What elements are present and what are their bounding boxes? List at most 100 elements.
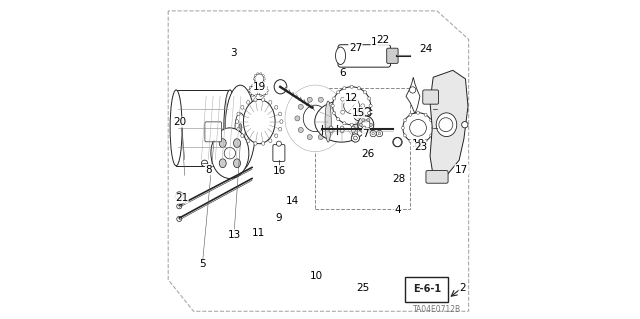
- Ellipse shape: [170, 90, 182, 166]
- Text: 13: 13: [227, 230, 241, 240]
- Text: 17: 17: [455, 165, 468, 174]
- FancyBboxPatch shape: [298, 102, 304, 115]
- Circle shape: [361, 104, 365, 108]
- Ellipse shape: [246, 139, 250, 143]
- Circle shape: [340, 97, 344, 101]
- Circle shape: [318, 97, 323, 102]
- Ellipse shape: [429, 134, 433, 137]
- Ellipse shape: [362, 120, 371, 130]
- Text: 15: 15: [351, 108, 365, 118]
- Ellipse shape: [255, 84, 257, 86]
- Text: 26: 26: [362, 149, 374, 159]
- Ellipse shape: [364, 91, 367, 94]
- Ellipse shape: [257, 93, 259, 95]
- Ellipse shape: [403, 134, 406, 137]
- Ellipse shape: [424, 113, 427, 116]
- Text: 11: 11: [252, 228, 265, 238]
- Ellipse shape: [436, 113, 457, 137]
- Ellipse shape: [243, 100, 275, 144]
- Ellipse shape: [225, 85, 255, 171]
- Ellipse shape: [401, 126, 404, 130]
- Ellipse shape: [274, 80, 287, 94]
- Text: 4: 4: [394, 205, 401, 215]
- Ellipse shape: [285, 85, 346, 152]
- Text: 9: 9: [276, 213, 282, 223]
- Ellipse shape: [344, 98, 360, 114]
- Ellipse shape: [237, 127, 240, 131]
- Text: 21: 21: [175, 193, 188, 203]
- Ellipse shape: [343, 122, 346, 125]
- Ellipse shape: [260, 73, 262, 75]
- Ellipse shape: [417, 141, 419, 145]
- FancyBboxPatch shape: [273, 145, 285, 161]
- Text: 19: 19: [253, 82, 266, 93]
- Circle shape: [307, 135, 312, 140]
- Ellipse shape: [258, 85, 267, 96]
- Text: E-6-1: E-6-1: [413, 285, 441, 294]
- Circle shape: [461, 122, 468, 128]
- Ellipse shape: [252, 94, 253, 97]
- Ellipse shape: [269, 139, 272, 143]
- Ellipse shape: [249, 86, 251, 88]
- Ellipse shape: [333, 97, 335, 100]
- Ellipse shape: [351, 126, 355, 133]
- Text: 3: 3: [230, 48, 236, 58]
- FancyBboxPatch shape: [423, 90, 438, 104]
- Ellipse shape: [409, 113, 412, 116]
- Ellipse shape: [257, 93, 259, 95]
- Ellipse shape: [403, 119, 406, 122]
- Ellipse shape: [278, 112, 282, 116]
- Ellipse shape: [410, 120, 426, 136]
- Ellipse shape: [175, 192, 183, 200]
- Text: 23: 23: [414, 143, 427, 152]
- Ellipse shape: [266, 93, 268, 95]
- Circle shape: [177, 216, 182, 221]
- Ellipse shape: [333, 87, 371, 125]
- Ellipse shape: [257, 86, 259, 88]
- Text: 24: 24: [419, 44, 433, 55]
- Circle shape: [353, 136, 357, 140]
- Circle shape: [362, 118, 365, 122]
- Circle shape: [367, 118, 370, 122]
- Bar: [405, 277, 448, 302]
- Circle shape: [331, 116, 335, 121]
- Ellipse shape: [264, 78, 266, 80]
- Circle shape: [439, 118, 453, 132]
- Circle shape: [362, 128, 365, 131]
- Ellipse shape: [255, 74, 264, 84]
- Ellipse shape: [362, 126, 366, 133]
- Ellipse shape: [364, 118, 367, 121]
- Text: 1: 1: [371, 37, 378, 47]
- Text: 8: 8: [205, 165, 212, 174]
- Ellipse shape: [275, 105, 278, 109]
- Bar: [316, 88, 410, 209]
- Ellipse shape: [239, 123, 242, 132]
- Text: 25: 25: [356, 283, 369, 293]
- Circle shape: [353, 93, 357, 97]
- Ellipse shape: [237, 112, 240, 116]
- Ellipse shape: [177, 194, 181, 198]
- Ellipse shape: [257, 73, 259, 75]
- Circle shape: [410, 87, 416, 93]
- Text: 16: 16: [273, 166, 286, 175]
- Text: 5: 5: [199, 259, 205, 270]
- Ellipse shape: [403, 113, 433, 143]
- Ellipse shape: [241, 134, 244, 138]
- Ellipse shape: [253, 78, 255, 80]
- Ellipse shape: [409, 139, 412, 143]
- Circle shape: [327, 104, 332, 109]
- Ellipse shape: [303, 105, 327, 132]
- Ellipse shape: [262, 98, 265, 102]
- Text: 7: 7: [362, 129, 369, 138]
- Ellipse shape: [211, 128, 249, 178]
- FancyBboxPatch shape: [176, 90, 230, 166]
- Ellipse shape: [257, 89, 259, 92]
- Ellipse shape: [333, 111, 335, 115]
- Ellipse shape: [262, 75, 264, 77]
- Ellipse shape: [357, 87, 360, 90]
- Ellipse shape: [249, 93, 251, 95]
- Ellipse shape: [354, 111, 364, 121]
- Circle shape: [378, 132, 381, 135]
- Text: 2: 2: [459, 283, 466, 293]
- Ellipse shape: [356, 114, 361, 118]
